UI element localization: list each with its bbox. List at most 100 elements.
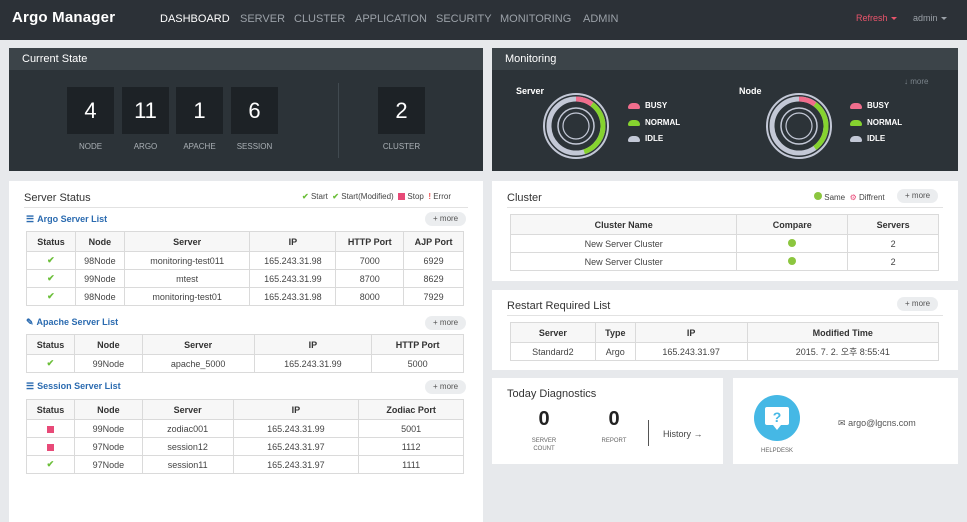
- arrow-down-icon: ↓: [904, 77, 908, 86]
- session-list-label: Session Server List: [37, 381, 121, 391]
- brand-logo[interactable]: Argo Manager: [12, 9, 116, 26]
- table-row[interactable]: ✔ 98Node monitoring-test011 165.243.31.9…: [26, 251, 464, 270]
- session-more-button[interactable]: + more: [425, 380, 467, 394]
- cell-ip: 165.243.31.98: [249, 251, 337, 270]
- table-row[interactable]: New Server Cluster 2: [509, 252, 939, 271]
- user-label: admin: [913, 13, 938, 23]
- arrow-right-icon: →: [693, 429, 703, 439]
- nav-security[interactable]: SECURITY: [436, 13, 492, 25]
- apache-count-label: APACHE: [183, 142, 216, 151]
- nav-cluster[interactable]: CLUSTER: [294, 13, 346, 25]
- node-count-label: NODE: [78, 142, 103, 151]
- table-header-row: Status Node Server IP Zodiac Port: [26, 399, 464, 420]
- col-node[interactable]: Node: [73, 399, 143, 420]
- table-row[interactable]: ✔ 99Node mtest 165.243.31.99 8700 8629: [26, 269, 464, 288]
- cluster-count-tile[interactable]: 2: [378, 87, 425, 134]
- nav-monitoring[interactable]: MONITORING: [500, 13, 572, 25]
- table-row[interactable]: New Server Cluster 2: [509, 234, 939, 253]
- status-start: ✔: [26, 251, 76, 270]
- user-dropdown[interactable]: admin: [913, 13, 947, 23]
- gauge-busy-arc: [769, 96, 829, 156]
- cell-zodiac-port: 5001: [358, 419, 464, 438]
- cell-ip: 165.243.31.98: [249, 287, 337, 306]
- top-navbar: Argo Manager DASHBOARD SERVER CLUSTER AP…: [0, 0, 967, 40]
- argo-count-tile[interactable]: 11: [122, 87, 169, 134]
- col-status[interactable]: Status: [26, 334, 75, 355]
- cluster-more-button[interactable]: + more: [897, 189, 939, 203]
- session-count-tile[interactable]: 6: [231, 87, 278, 134]
- col-ip[interactable]: IP: [232, 399, 360, 420]
- gauge-outer-ring: [543, 93, 609, 159]
- col-ip[interactable]: IP: [249, 231, 337, 252]
- col-server[interactable]: Server: [141, 334, 255, 355]
- col-ip[interactable]: IP: [253, 334, 373, 355]
- apache-more-button[interactable]: + more: [425, 316, 467, 330]
- cluster-legend: Same ⚙ Diffrent: [814, 192, 885, 202]
- stop-square-icon: [46, 425, 54, 433]
- node-gauge: [766, 93, 832, 159]
- status-stop: [26, 437, 75, 456]
- col-servers[interactable]: Servers: [847, 214, 939, 235]
- node-count-tile[interactable]: 4: [67, 87, 114, 134]
- cell-ip: 165.243.31.99: [232, 419, 360, 438]
- server-legend-busy: BUSY: [628, 101, 667, 110]
- table-row[interactable]: 99Node zodiac001 165.243.31.99 5001: [26, 419, 464, 438]
- history-link[interactable]: History →: [663, 429, 703, 439]
- helpdesk-email-link[interactable]: ✉ argo@lgcns.com: [838, 418, 916, 429]
- col-type[interactable]: Type: [594, 322, 636, 343]
- col-cluster-name[interactable]: Cluster Name: [509, 214, 738, 235]
- cell-server: mtest: [123, 269, 251, 288]
- argo-list-label: Argo Server List: [37, 214, 108, 224]
- nav-dashboard[interactable]: DASHBOARD: [160, 13, 230, 25]
- refresh-dropdown[interactable]: Refresh: [856, 13, 897, 23]
- cell-node: 99Node: [74, 269, 125, 288]
- cell-compare: [736, 252, 849, 271]
- col-server[interactable]: Server: [123, 231, 251, 252]
- col-server[interactable]: Server: [510, 322, 596, 343]
- col-http-port[interactable]: HTTP Port: [371, 334, 464, 355]
- cell-http-port: 5000: [371, 354, 464, 373]
- idle-icon: [850, 135, 862, 142]
- nav-application[interactable]: APPLICATION: [355, 13, 427, 25]
- table-row[interactable]: ✔ 98Node monitoring-test01 165.243.31.98…: [26, 287, 464, 306]
- cell-servers: 2: [847, 252, 939, 271]
- col-status[interactable]: Status: [26, 399, 75, 420]
- table-row[interactable]: ✔ 97Node session11 165.243.31.97 1111: [26, 455, 464, 474]
- nav-admin[interactable]: ADMIN: [583, 13, 619, 25]
- col-server[interactable]: Server: [141, 399, 234, 420]
- table-row[interactable]: 97Node session12 165.243.31.97 1112: [26, 437, 464, 456]
- plus-icon: +: [433, 382, 438, 391]
- check-icon: ✔: [47, 291, 55, 301]
- helpdesk-icon[interactable]: ?: [753, 394, 801, 442]
- feather-icon: ✎: [26, 317, 34, 327]
- monitoring-more-label: more: [910, 77, 929, 86]
- idle-icon: [628, 135, 640, 142]
- col-ajp-port[interactable]: AJP Port: [403, 231, 464, 252]
- more-label: more: [439, 214, 459, 223]
- list-icon: ☰: [26, 214, 35, 224]
- col-ip[interactable]: IP: [634, 322, 748, 343]
- report-value[interactable]: 0: [608, 408, 620, 430]
- table-row[interactable]: ✔ 99Node apache_5000 165.243.31.99 5000: [26, 354, 464, 373]
- nav-server[interactable]: SERVER: [240, 13, 286, 25]
- monitoring-more-link[interactable]: ↓ more: [904, 77, 928, 86]
- restart-more-button[interactable]: + more: [897, 297, 939, 311]
- apache-count-tile[interactable]: 1: [176, 87, 223, 134]
- col-status[interactable]: Status: [26, 231, 76, 252]
- col-node[interactable]: Node: [73, 334, 143, 355]
- server-count-value[interactable]: 0: [538, 408, 550, 430]
- report-label: REPORT: [601, 438, 627, 444]
- col-compare[interactable]: Compare: [736, 214, 849, 235]
- cell-server: Standard2: [510, 342, 596, 361]
- legend-same: Same: [824, 193, 846, 202]
- table-row[interactable]: Standard2 Argo 165.243.31.97 2015. 7. 2.…: [510, 342, 940, 361]
- col-modified-time[interactable]: Modified Time: [746, 322, 940, 343]
- cluster-count-label: CLUSTER: [382, 142, 421, 151]
- col-http-port[interactable]: HTTP Port: [335, 231, 405, 252]
- argo-more-button[interactable]: + more: [425, 212, 467, 226]
- col-zodiac-port[interactable]: Zodiac Port: [358, 399, 464, 420]
- cell-ajp-port: 7929: [403, 287, 464, 306]
- legend-stop: Stop: [407, 192, 424, 201]
- gauge-core-ring: [785, 112, 813, 140]
- col-node[interactable]: Node: [74, 231, 125, 252]
